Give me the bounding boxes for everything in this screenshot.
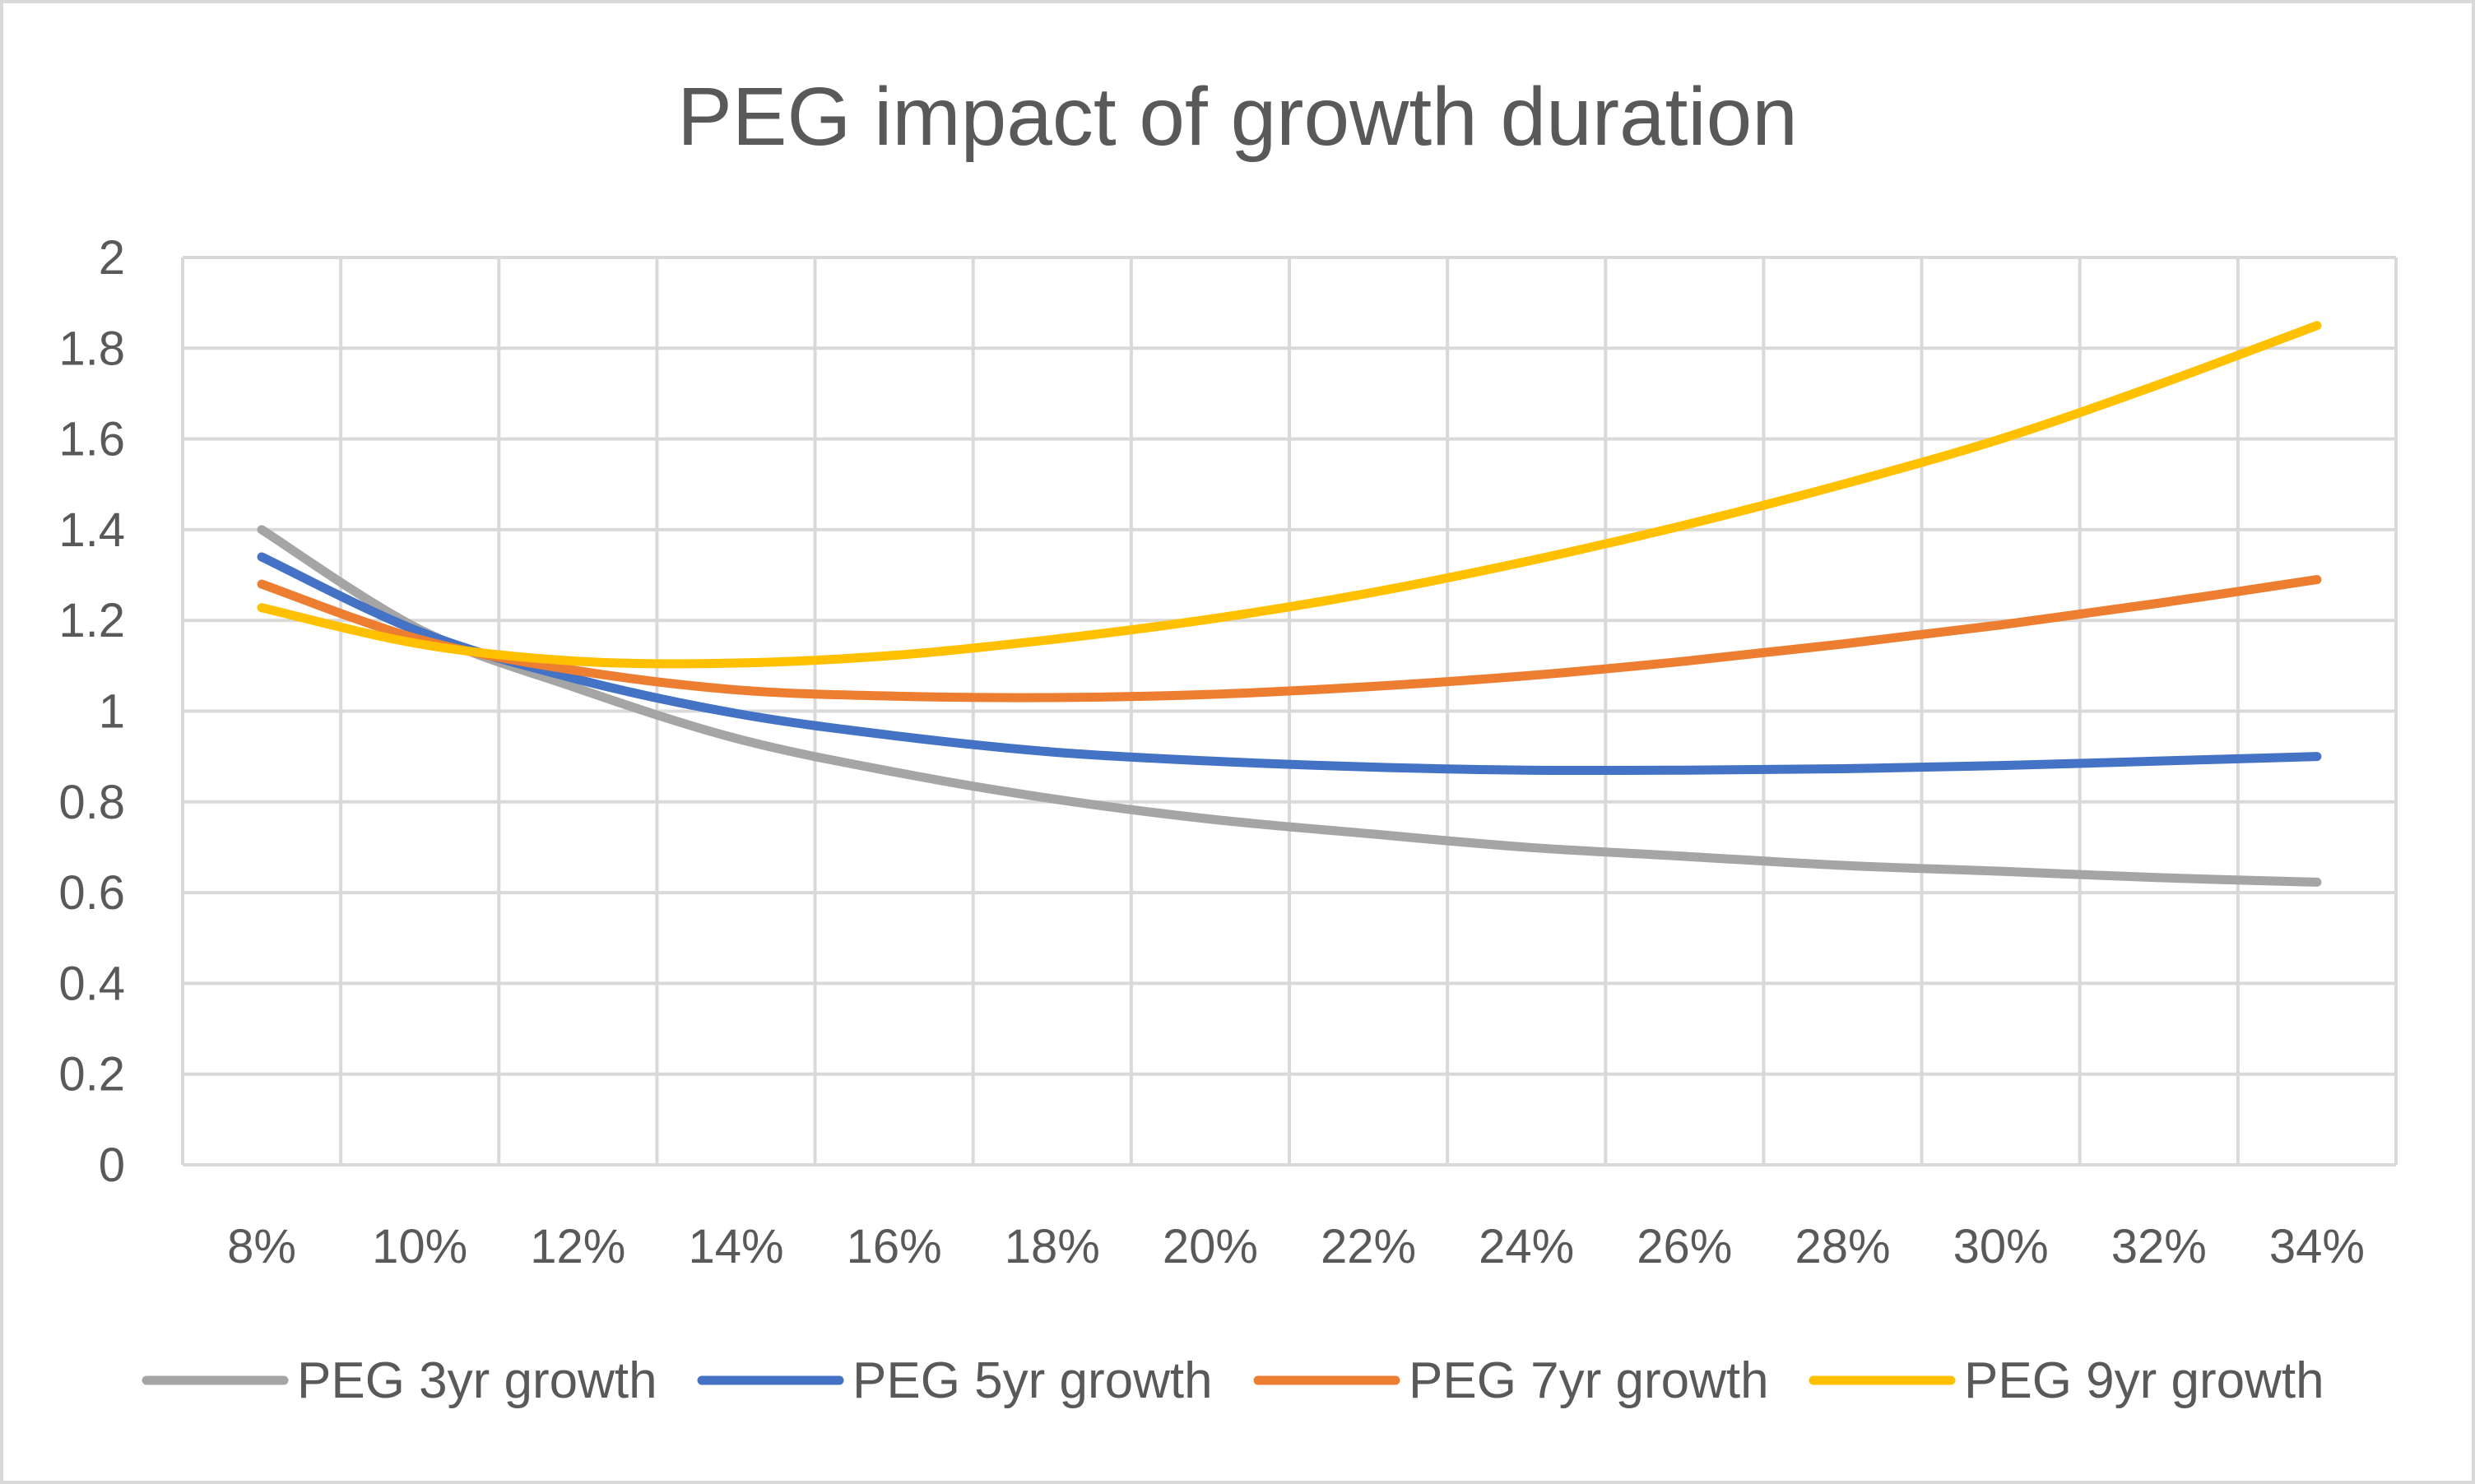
x-tick-label: 22% [1321, 1220, 1416, 1273]
y-tick-label: 0.4 [58, 957, 125, 1010]
x-tick-label: 14% [688, 1220, 783, 1273]
x-tick-label: 8% [227, 1220, 296, 1273]
series-lines [257, 321, 2322, 887]
x-tick-label: 18% [1005, 1220, 1100, 1273]
series-line-1 [257, 525, 2322, 887]
x-tick-label: 28% [1795, 1220, 1890, 1273]
y-axis-ticks: 0 0.2 0.4 0.6 0.8 1 1.2 1.4 1.6 1.8 2 [58, 231, 125, 1192]
x-tick-label: 24% [1479, 1220, 1574, 1273]
y-tick-label: 0.6 [58, 866, 125, 920]
x-tick-label: 26% [1637, 1220, 1732, 1273]
x-tick-label: 12% [530, 1220, 625, 1273]
y-tick-label: 1.6 [58, 413, 125, 466]
series-line-3 [257, 575, 2322, 703]
x-tick-label: 32% [2111, 1220, 2207, 1273]
chart-title: PEG impact of growth duration [677, 71, 1798, 163]
x-tick-label: 30% [1953, 1220, 2049, 1273]
x-tick-label: 10% [372, 1220, 467, 1273]
y-tick-label: 1.4 [58, 503, 125, 557]
x-tick-label: 34% [2269, 1220, 2365, 1273]
legend-item: PEG 7yr growth [1253, 1352, 1769, 1409]
legend-item: PEG 9yr growth [1809, 1352, 2324, 1409]
y-tick-label: 1 [99, 685, 125, 739]
legend: PEG 3yr growth PEG 5yr growth PEG 7yr grow… [142, 1352, 2324, 1409]
x-tick-label: 20% [1163, 1220, 1258, 1273]
series-line-2 [257, 552, 2322, 776]
legend-label: PEG 9yr growth [1964, 1352, 2324, 1409]
y-tick-label: 1.8 [58, 322, 125, 375]
legend-item: PEG 3yr growth [142, 1352, 657, 1409]
x-axis-ticks: 8% 10% 12% 14% 16% 18% 20% 22% 24% 26% 28% 30% 32% 34… [227, 1220, 2365, 1273]
y-tick-label: 0.2 [58, 1048, 125, 1101]
series-line-4 [257, 321, 2322, 669]
y-tick-label: 1.2 [58, 594, 125, 647]
legend-item: PEG 5yr growth [697, 1352, 1213, 1409]
y-tick-label: 2 [99, 231, 125, 285]
legend-label: PEG 5yr growth [852, 1352, 1213, 1409]
legend-label: PEG 3yr growth [297, 1352, 657, 1409]
y-tick-label: 0 [99, 1139, 125, 1192]
x-tick-label: 16% [847, 1220, 942, 1273]
y-tick-label: 0.8 [58, 776, 125, 829]
legend-label: PEG 7yr growth [1409, 1352, 1769, 1409]
